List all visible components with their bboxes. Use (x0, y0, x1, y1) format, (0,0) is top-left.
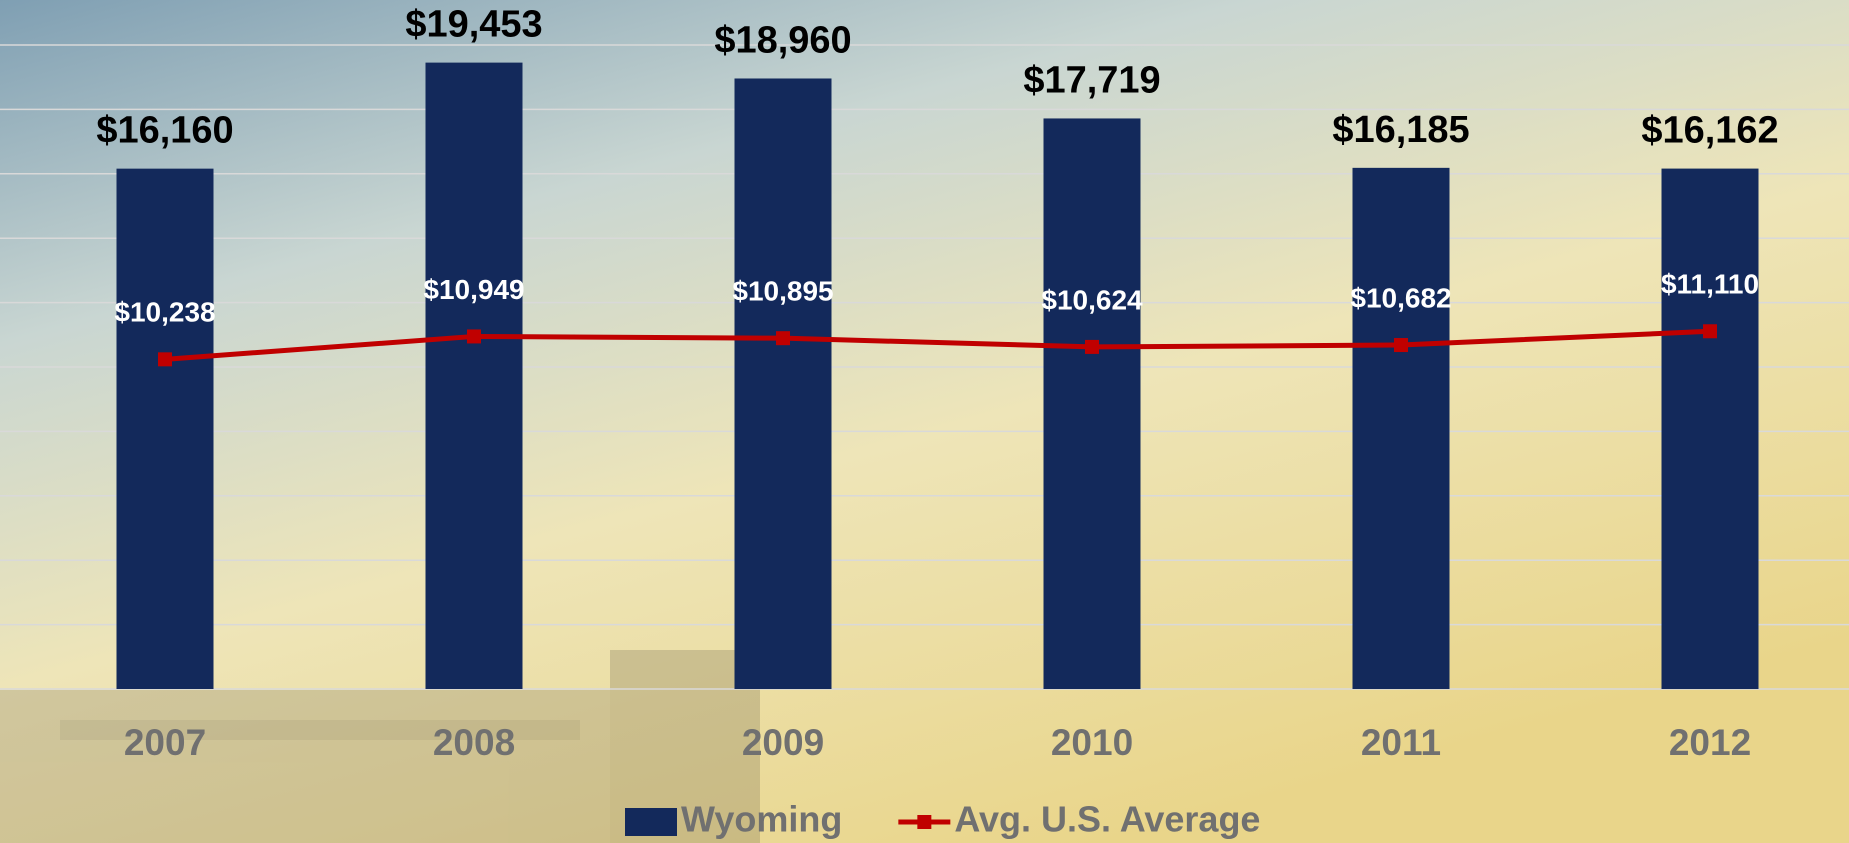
line-value-label: $10,624 (1041, 284, 1143, 315)
bar (426, 63, 523, 689)
bar (1044, 118, 1141, 689)
x-tick-label: 2010 (1051, 722, 1133, 763)
legend-label: Avg. U.S. Average (954, 799, 1260, 840)
line-marker (1394, 338, 1408, 352)
page: 2007 2008 2009 2010 2011 2012 $16,160 $19,453 $1… (0, 0, 1849, 843)
legend-swatch (917, 815, 931, 829)
line-marker (776, 331, 790, 345)
line-marker (158, 352, 172, 366)
bar-value-label: $16,185 (1332, 109, 1469, 151)
chart: 2007 2008 2009 2010 2011 2012 $16,160 $19,453 $1… (0, 0, 1849, 843)
line-value-label: $10,895 (732, 276, 833, 307)
line-value-label: $10,238 (114, 297, 215, 328)
x-tick-label: 2009 (742, 722, 824, 763)
bar (117, 169, 214, 689)
line-marker (1085, 340, 1099, 354)
line-marker (1703, 324, 1717, 338)
x-tick-label: 2007 (124, 722, 206, 763)
bar-value-label: $17,719 (1023, 59, 1160, 101)
line-value-label: $11,110 (1661, 269, 1759, 300)
bar (735, 78, 832, 689)
bar-value-label: $18,960 (714, 20, 851, 62)
line-value-label: $10,682 (1350, 282, 1451, 313)
legend-swatch (625, 808, 677, 836)
x-tick-label: 2011 (1361, 722, 1441, 763)
bar-value-label: $16,160 (96, 110, 233, 152)
x-tick-label: 2008 (433, 722, 515, 763)
line-value-label: $10,949 (423, 274, 524, 305)
legend-label: Wyoming (681, 799, 842, 840)
bar-value-label: $16,162 (1641, 110, 1778, 152)
x-tick-label: 2012 (1669, 722, 1751, 763)
line-marker (467, 329, 481, 343)
bar-value-label: $19,453 (405, 4, 542, 46)
bar (1353, 168, 1450, 689)
bar (1662, 169, 1759, 689)
